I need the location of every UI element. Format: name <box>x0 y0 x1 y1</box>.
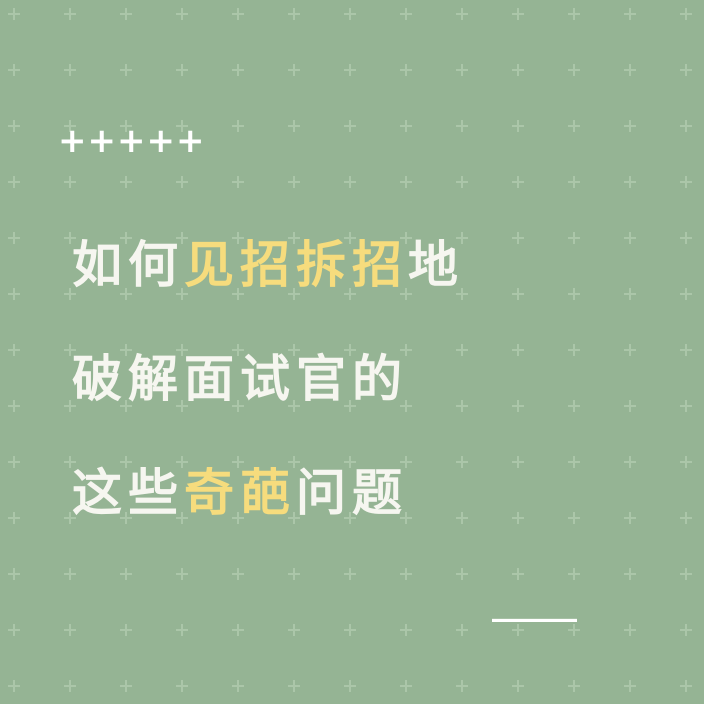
headline-line-3: 这些奇葩问题 <box>72 468 464 522</box>
headline-line-1: 如何见招拆招地 <box>72 240 464 294</box>
headline: 如何见招拆招地 破解面试官的 这些奇葩问题 <box>72 240 464 522</box>
headline-text: 破解面试官的 <box>72 350 408 408</box>
headline-text: 问题 <box>296 464 408 522</box>
headline-text: 地 <box>408 236 464 294</box>
headline-highlight: 奇葩 <box>184 464 296 522</box>
headline-text: 如何 <box>72 236 184 294</box>
headline-text: 这些 <box>72 464 184 522</box>
headline-highlight: 见招拆招 <box>184 236 408 294</box>
headline-line-2: 破解面试官的 <box>72 354 464 408</box>
plus-decoration: +++++ <box>58 121 206 161</box>
dash-decoration: _____ <box>492 583 577 623</box>
